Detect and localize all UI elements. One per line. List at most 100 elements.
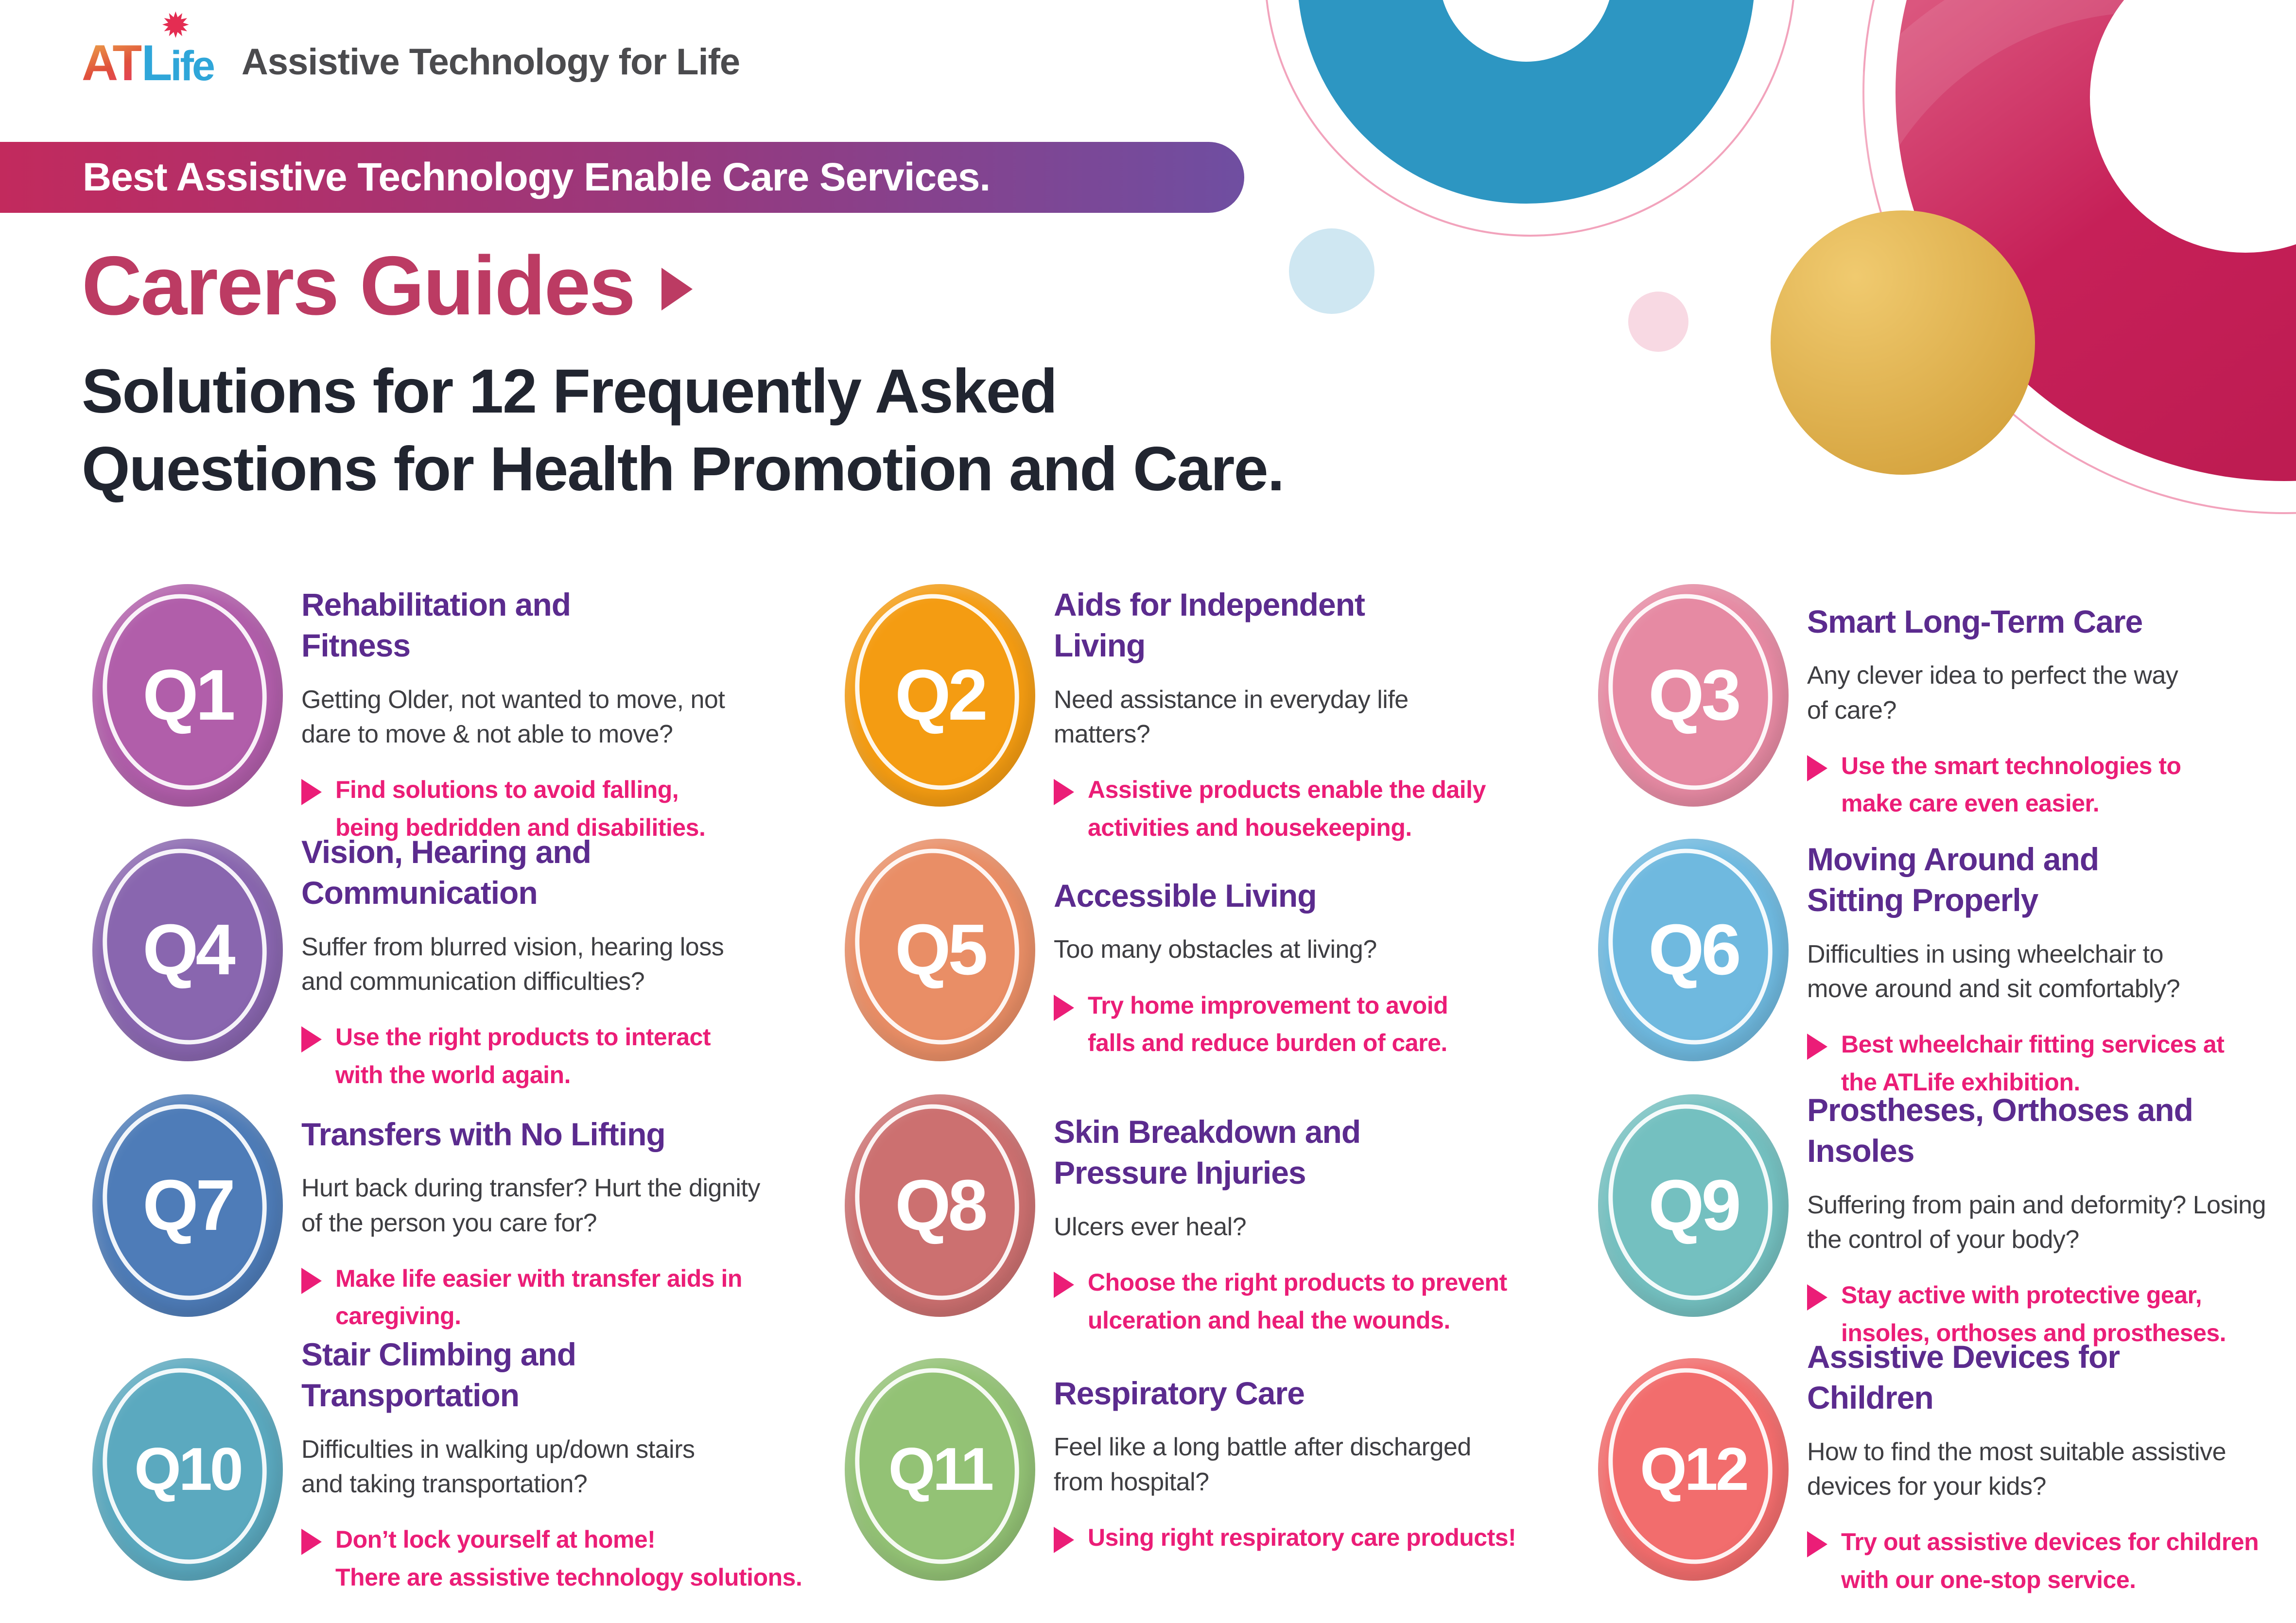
q7-title: Transfers with No Lifting: [301, 1116, 666, 1152]
q5-tip: Try home improvement to avoid falls and …: [1054, 987, 1579, 1062]
tip-arrow-icon: [1807, 1531, 1827, 1558]
q5-badge-label: Q5: [895, 910, 988, 990]
q12-badge-label: Q12: [1640, 1436, 1749, 1503]
q7-badge: Q7: [92, 1094, 283, 1317]
banner: Best Assistive Technology Enable Care Se…: [0, 142, 1244, 213]
q11-question: Feel like a long battle after discharged…: [1054, 1433, 1471, 1496]
q4-question: Suffer from blurred vision, hearing loss…: [301, 932, 724, 996]
question-item-q4: Q4 Vision, Hearing and Communication Suf…: [92, 834, 826, 1101]
tip-arrow-icon: [1807, 1284, 1827, 1311]
q10-badge-label: Q10: [134, 1436, 243, 1503]
pink-outline-circle-right: [1862, 0, 2296, 514]
magenta-highlight-sweep: [1776, 0, 2296, 683]
banner-text: Best Assistive Technology Enable Care Se…: [83, 155, 991, 199]
q4-title: Vision, Hearing and Communication: [301, 834, 591, 911]
q6-badge: Q6: [1598, 839, 1789, 1061]
q4-badge-label: Q4: [142, 910, 235, 990]
q10-question: Difficulties in walking up/down stairs a…: [301, 1435, 695, 1499]
q6-badge-label: Q6: [1648, 910, 1741, 990]
pink-outline-circle-left: [1266, 0, 1794, 237]
tip-arrow-icon: [301, 1267, 322, 1294]
q8-badge-label: Q8: [895, 1165, 988, 1245]
q12-tip: Try out assistive devices for children w…: [1807, 1523, 2296, 1599]
q9-badge-label: Q9: [1648, 1165, 1741, 1245]
q1-badge-label: Q1: [142, 655, 235, 735]
q12-badge: Q12: [1598, 1358, 1789, 1581]
q4-badge: Q4: [92, 839, 283, 1061]
q8-title: Skin Breakdown and Pressure Injuries: [1054, 1114, 1361, 1191]
q2-badge-label: Q2: [895, 655, 988, 735]
q5-question: Too many obstacles at living?: [1054, 935, 1377, 964]
question-item-q5: Q5 Accessible Living Too many obstacles …: [845, 839, 1579, 1061]
question-item-q12: Q12 Assistive Devices for Children How t…: [1598, 1339, 2296, 1621]
blue-donut: [1298, 0, 1754, 204]
question-item-q8: Q8 Skin Breakdown and Pressure Injuries …: [845, 1094, 1579, 1334]
q7-badge-label: Q7: [142, 1165, 235, 1245]
arrow-right-icon: [661, 268, 693, 311]
q3-badge-label: Q3: [1648, 655, 1741, 735]
q1-title: Rehabilitation and Fitness: [301, 587, 571, 664]
header-logo-row: ATL ✹ ife Assistive Technology for Life: [82, 10, 740, 91]
q5-badge: Q5: [845, 839, 1035, 1061]
q9-title: Prostheses, Orthoses and Insoles: [1807, 1092, 2193, 1169]
question-item-q6: Q6 Moving Around and Sitting Properly Di…: [1598, 839, 2296, 1101]
q1-question: Getting Older, not wanted to move, not d…: [301, 685, 725, 749]
q11-tip: Using right respiratory care products!: [1054, 1519, 1579, 1557]
magenta-donut-hole: [2090, 0, 2296, 253]
question-item-q11: Q11 Respiratory Care Feel like a long ba…: [845, 1358, 1579, 1581]
question-item-q2: Q2 Aids for Independent Living Need assi…: [845, 584, 1579, 846]
q7-tip: Make life easier with transfer aids in c…: [301, 1260, 826, 1335]
q3-title: Smart Long-Term Care: [1807, 604, 2143, 639]
q2-title: Aids for Independent Living: [1054, 587, 1365, 664]
page-title: Carers Guides: [82, 242, 693, 330]
gold-circle: [1771, 210, 2035, 475]
question-item-q9: Q9 Prostheses, Orthoses and Insoles Suff…: [1598, 1092, 2296, 1357]
magenta-donut: [1896, 0, 2296, 481]
tip-arrow-icon: [301, 1529, 322, 1555]
q6-title: Moving Around and Sitting Properly: [1807, 841, 2099, 918]
tip-arrow-icon: [301, 1026, 322, 1053]
q8-tip: Choose the right products to prevent ulc…: [1054, 1264, 1579, 1339]
q11-title: Respiratory Care: [1054, 1375, 1305, 1411]
question-item-q1: Q1 Rehabilitation and Fitness Getting Ol…: [92, 584, 826, 846]
page-title-text: Carers Guides: [82, 239, 636, 332]
q9-question: Suffering from pain and deformity? Losin…: [1807, 1191, 2266, 1254]
q8-question: Ulcers ever heal?: [1054, 1212, 1247, 1241]
tip-arrow-icon: [1807, 755, 1827, 781]
atlife-logo: ATL ✹ ife: [82, 10, 215, 91]
q7-question: Hurt back during transfer? Hurt the dign…: [301, 1174, 760, 1237]
q4-tip: Use the right products to interact with …: [301, 1019, 826, 1094]
q10-tip: Don’t lock yourself at home! There are a…: [301, 1521, 826, 1596]
tip-arrow-icon: [1054, 1526, 1074, 1553]
q10-badge: Q10: [92, 1358, 283, 1581]
logo-at: AT: [82, 35, 143, 91]
q2-question: Need assistance in everyday life matters…: [1054, 685, 1409, 749]
q3-tip: Use the smart technologies to make care …: [1807, 747, 2296, 823]
tip-arrow-icon: [1054, 779, 1074, 806]
q9-tip: Stay active with protective gear, insole…: [1807, 1277, 2296, 1352]
q3-badge: Q3: [1598, 584, 1789, 807]
pale-pink-dot: [1628, 292, 1688, 352]
star-icon: ✹: [162, 8, 189, 43]
tip-arrow-icon: [1807, 1034, 1827, 1060]
tip-arrow-icon: [301, 779, 322, 806]
question-item-q7: Q7 Transfers with No Lifting Hurt back d…: [92, 1094, 826, 1329]
tip-arrow-icon: [1054, 994, 1074, 1021]
q8-badge: Q8: [845, 1094, 1035, 1317]
q5-title: Accessible Living: [1054, 878, 1317, 914]
q9-badge: Q9: [1598, 1094, 1789, 1317]
logo-l: L: [141, 35, 173, 91]
q1-tip: Find solutions to avoid falling, being b…: [301, 771, 826, 846]
q11-badge: Q11: [845, 1358, 1035, 1581]
q6-question: Difficulties in using wheelchair to move…: [1807, 940, 2180, 1003]
q2-badge: Q2: [845, 584, 1035, 807]
q10-title: Stair Climbing and Transportation: [301, 1336, 576, 1414]
q3-question: Any clever idea to perfect the way of ca…: [1807, 661, 2178, 725]
logo-tagline: Assistive Technology for Life: [241, 41, 740, 83]
q1-badge: Q1: [92, 584, 283, 807]
question-item-q3: Q3 Smart Long-Term Care Any clever idea …: [1598, 584, 2296, 817]
q2-tip: Assistive products enable the daily acti…: [1054, 771, 1579, 846]
q12-question: How to find the most suitable assistive …: [1807, 1437, 2226, 1501]
page-subtitle: Solutions for 12 Frequently Asked Questi…: [82, 357, 1285, 504]
